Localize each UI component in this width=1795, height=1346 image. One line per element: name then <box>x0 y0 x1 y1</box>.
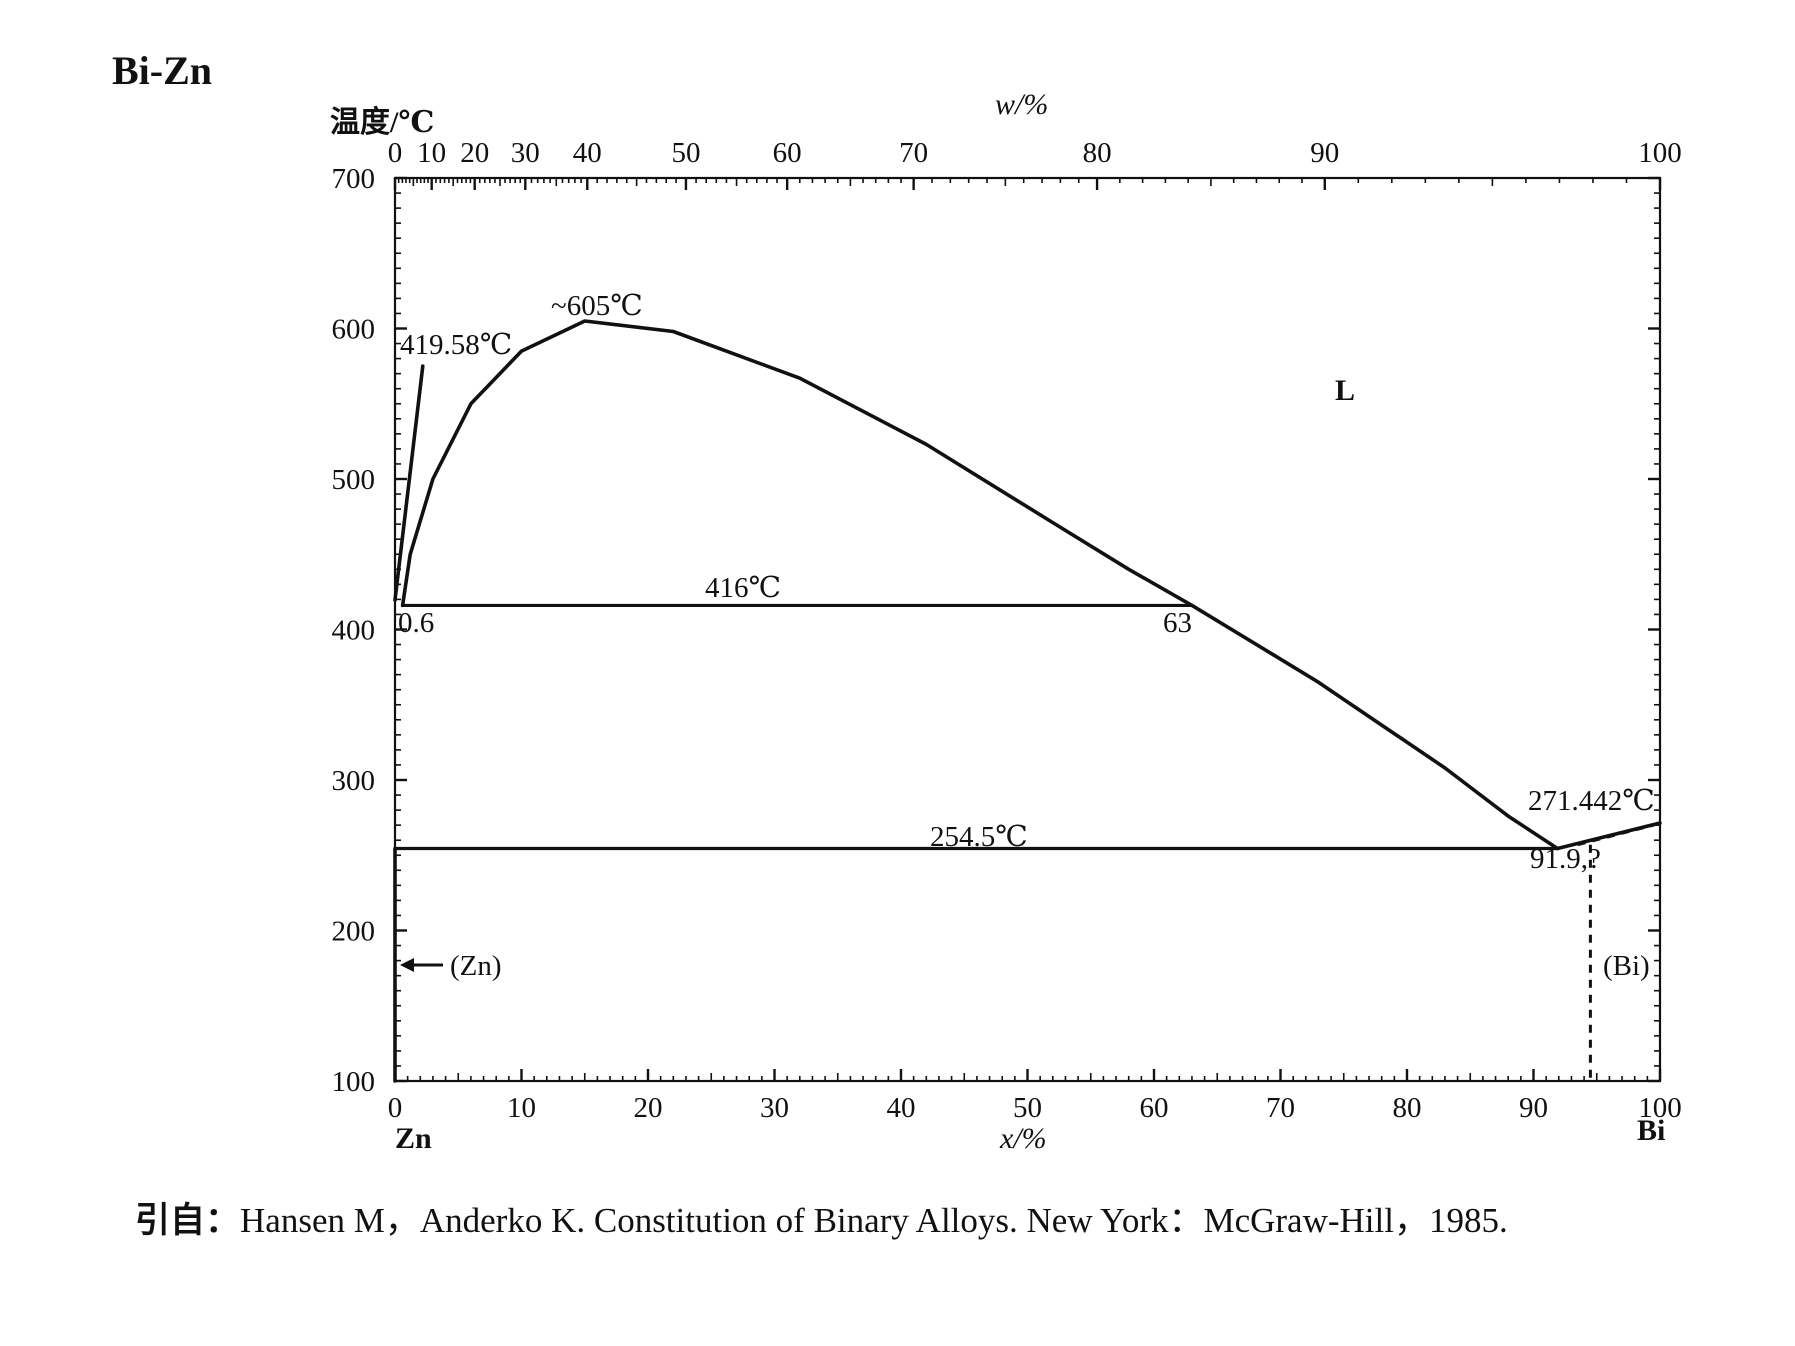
annotation-eutectic-temp: 254.5℃ <box>930 821 1028 853</box>
annotation-max-temp: ~605℃ <box>551 290 643 322</box>
x-tick-label: 90 <box>1519 1092 1548 1124</box>
x-tick-label: 10 <box>507 1092 536 1124</box>
y-tick-label: 600 <box>332 314 376 346</box>
x-tick-label: 80 <box>1393 1092 1422 1124</box>
citation-text: Hansen M，Anderko K. Constitution of Bina… <box>240 1201 1508 1240</box>
annotation-composition-63: 63 <box>1163 607 1192 639</box>
x-tick-label: 20 <box>634 1092 663 1124</box>
phase-boundary-1 <box>393 364 425 602</box>
x-tick-label: 100 <box>1638 1092 1682 1124</box>
x-tick-label: 50 <box>1013 1092 1042 1124</box>
x-tick-label: 30 <box>760 1092 789 1124</box>
top-tick-label: 90 <box>1310 137 1339 169</box>
x-axis-left-element: Zn <box>395 1122 432 1155</box>
annotation-composition-0-6: 0.6 <box>398 607 434 639</box>
chart-title: Bi-Zn <box>112 48 212 93</box>
top-tick-label: 0 <box>388 137 403 169</box>
annotation-zn-melting: 419.58℃ <box>400 329 512 361</box>
top-tick-label: 20 <box>460 137 489 169</box>
label-liquid: L <box>1335 374 1355 407</box>
x-tick-label: 40 <box>887 1092 916 1124</box>
top-tick-label: 10 <box>417 137 446 169</box>
zn-phase-arrow <box>400 958 443 972</box>
top-axis-label: w/% <box>995 88 1048 121</box>
phase-boundaries <box>393 319 1662 1083</box>
citation-prefix: 引自： <box>135 1201 240 1240</box>
annotation-eutectic-composition: 91.9,? <box>1530 843 1601 875</box>
axis-ticks <box>393 176 1662 1083</box>
phase-boundary-0 <box>400 319 1560 851</box>
y-tick-label: 500 <box>332 464 376 496</box>
x-tick-label: 0 <box>388 1092 403 1124</box>
top-tick-label: 100 <box>1638 137 1682 169</box>
x-tick-label: 60 <box>1140 1092 1169 1124</box>
y-tick-label: 200 <box>332 916 376 948</box>
annotation-monotectic-temp: 416℃ <box>705 572 781 604</box>
y-axis-label: 温度/℃ <box>330 106 434 139</box>
x-axis-label: x/% <box>999 1122 1047 1155</box>
top-tick-label: 60 <box>773 137 802 169</box>
top-tick-label: 30 <box>511 137 540 169</box>
label-zn-phase: (Zn) <box>450 950 502 982</box>
phase-boundary-3 <box>1577 823 1655 847</box>
y-tick-label: 300 <box>332 765 376 797</box>
x-axis-right-element: Bi <box>1637 1114 1665 1147</box>
label-bi-phase: (Bi) <box>1603 950 1650 982</box>
x-tick-label: 70 <box>1266 1092 1295 1124</box>
annotation-bi-melting: 271.442℃ <box>1528 785 1655 817</box>
citation: 引自：Hansen M，Anderko K. Constitution of B… <box>135 1201 1508 1240</box>
y-tick-label: 100 <box>332 1066 376 1098</box>
top-tick-label: 40 <box>573 137 602 169</box>
top-tick-label: 70 <box>899 137 928 169</box>
top-tick-label: 80 <box>1083 137 1112 169</box>
top-tick-label: 50 <box>671 137 700 169</box>
y-tick-label: 700 <box>332 163 376 195</box>
y-tick-label: 400 <box>332 615 376 647</box>
